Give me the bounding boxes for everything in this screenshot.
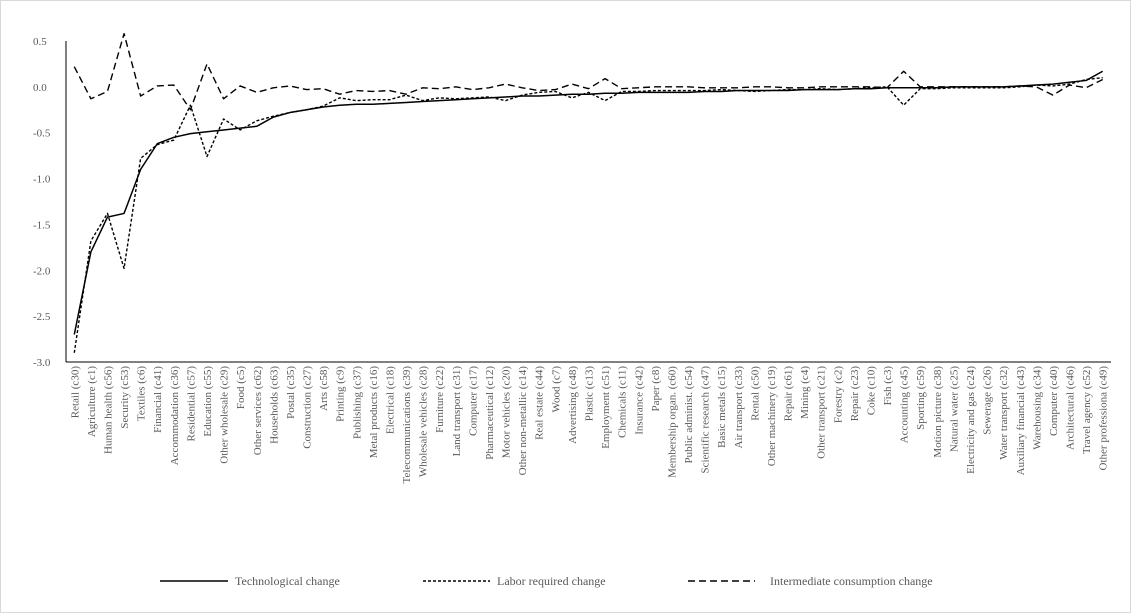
x-tick-label: Insurance (c42) (633, 366, 645, 435)
x-tick-label: Natural water (c25) (948, 366, 960, 452)
x-tick-label: Plastic (c13) (584, 366, 596, 422)
legend-label: Intermediate consumption change (770, 574, 933, 588)
x-tick-label: Public administ. (c54) (683, 366, 695, 464)
x-tick-label: Security (c53) (119, 366, 131, 429)
x-tick-label: Residential (c57) (185, 366, 197, 442)
x-tick-label: Other transport (c21) (816, 366, 828, 459)
x-tick-label: Other machinery (c19) (766, 366, 778, 467)
y-tick-label: 0.0 (33, 82, 47, 94)
y-tick-label: -1.0 (33, 174, 51, 186)
x-tick-label: Wholesale vehicles (c28) (418, 366, 430, 478)
legend-label: Labor required change (497, 574, 606, 588)
series-line-2 (73, 76, 1103, 353)
y-tick-label: -2.0 (33, 265, 51, 277)
x-tick-label: Agriculture (c1) (86, 366, 98, 437)
x-tick-label: Human health (c56) (102, 366, 114, 454)
series-line-1 (73, 70, 1104, 335)
x-tick-label: Telecommunications (c39) (401, 366, 413, 484)
x-tick-label: Other professiona (c49) (1098, 366, 1110, 471)
x-tick-label: Real estate (c44) (534, 366, 546, 440)
y-tick-label: -2.5 (33, 311, 51, 323)
x-tick-label: Printing (c9) (335, 366, 347, 422)
x-tick-label: Sporting (c59) (915, 366, 927, 430)
legend: Technological change Labor required chang… (160, 574, 933, 588)
x-tick-label: Motor vehicles (c20) (501, 366, 513, 459)
x-tick-label: Coke (c10) (865, 366, 877, 416)
x-axis: Retail (c30) Agriculture (c1) Human health… (66, 361, 1111, 484)
x-tick-label: Other services (c62) (252, 366, 264, 456)
series-layer (73, 32, 1104, 353)
x-tick-label: Motion picture (c38) (932, 366, 944, 458)
x-tick-label: Food (c5) (235, 366, 247, 409)
x-tick-label: Sewerage (c26) (982, 366, 994, 435)
x-tick-label: Accounting (c45) (899, 366, 911, 444)
x-tick-label: Retail (c30) (69, 366, 81, 419)
series-line-3 (73, 32, 1104, 111)
x-tick-label: Repair (c23) (849, 366, 861, 422)
x-tick-label: Furniture (c22) (434, 366, 446, 433)
x-tick-label: Postal (c35) (285, 366, 297, 419)
x-tick-label: Membership organ. (c60) (666, 366, 678, 478)
x-tick-label: Employment (c51) (600, 366, 612, 449)
y-tick-label: 0.5 (33, 36, 47, 48)
y-tick-label: -1.5 (33, 219, 51, 231)
x-tick-label: Electrical (c18) (384, 366, 396, 434)
x-tick-label: Construction (c27) (302, 366, 314, 449)
x-tick-label: Scientific research (c47) (700, 366, 712, 474)
x-tick-label: Other wholesale (c29) (219, 366, 231, 464)
x-tick-label: Travel agency (c52) (1081, 366, 1093, 455)
x-tick-label: Computer (c17) (467, 366, 479, 436)
x-tick-label: Paper (c8) (650, 366, 662, 412)
x-tick-label: Other non-metallic (c14) (517, 366, 529, 476)
x-tick-label: Rental (c50) (749, 366, 761, 421)
y-axis: 0.5 0.0 -0.5 -1.0 -1.5 -2.0 -2.5 -3.0 (33, 36, 67, 369)
x-tick-label: Pharmaceutical (c12) (484, 366, 496, 460)
x-tick-label: Computer (c40) (1048, 366, 1060, 436)
x-tick-label: Mining (c4) (799, 366, 811, 419)
x-tick-label: Advertising (c48) (567, 366, 579, 444)
legend-label: Technological change (235, 574, 340, 588)
x-tick-label: Education (c55) (202, 366, 214, 437)
x-tick-label: Metal products (c16) (368, 366, 380, 459)
x-tick-label: Financial (c41) (152, 366, 164, 433)
y-tick-label: -3.0 (33, 357, 51, 369)
x-tick-label: Land transport (c31) (451, 366, 463, 457)
x-tick-label: Arts (c58) (318, 366, 330, 411)
x-tick-label: Basic metals (c15) (716, 366, 728, 448)
x-tick-label: Architectural (c46) (1065, 366, 1077, 450)
x-tick-label: Warehousing (c34) (1031, 366, 1043, 450)
x-tick-label: Chemicals (c11) (617, 366, 629, 438)
x-tick-label: Electricity and gas (c24) (965, 366, 977, 474)
x-tick-label: Air transport (c33) (733, 366, 745, 449)
x-tick-label: Repair (c61) (783, 366, 795, 422)
x-tick-label: Forestry (c2) (832, 366, 844, 423)
x-tick-label: Wood (c7) (550, 366, 562, 413)
x-tick-label: Textiles (c6) (136, 366, 148, 421)
x-tick-label: Auxiliary financial (c43) (1015, 366, 1027, 476)
x-tick-label: Fish (c3) (882, 366, 894, 406)
x-tick-label: Publishing (c37) (351, 366, 363, 439)
x-tick-label: Accommodation (c36) (169, 366, 181, 466)
x-tick-label: Households (c63) (268, 366, 280, 444)
y-tick-label: -0.5 (33, 128, 51, 140)
x-tick-label: Water transport (c32) (998, 366, 1010, 460)
